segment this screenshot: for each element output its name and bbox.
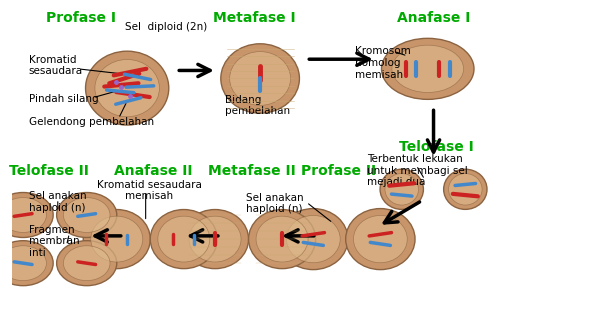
Ellipse shape <box>0 246 47 281</box>
Ellipse shape <box>0 192 53 237</box>
Text: Gelendong pembelahan: Gelendong pembelahan <box>29 117 154 127</box>
Text: Sel anakan
haploid (n): Sel anakan haploid (n) <box>29 191 86 213</box>
Text: Anafase I: Anafase I <box>397 11 470 25</box>
Text: Metafase II: Metafase II <box>207 164 296 178</box>
Ellipse shape <box>95 60 160 117</box>
Ellipse shape <box>57 241 117 286</box>
Text: Telofase I: Telofase I <box>399 140 474 154</box>
Text: Bidang
pembelahan: Bidang pembelahan <box>225 95 291 116</box>
Text: Profase II: Profase II <box>301 164 376 178</box>
Ellipse shape <box>83 210 150 269</box>
Ellipse shape <box>63 198 110 232</box>
Text: Profase I: Profase I <box>46 11 116 25</box>
Text: Fragmen
membran
inti: Fragmen membran inti <box>29 225 80 258</box>
Ellipse shape <box>63 246 110 281</box>
Text: Sel anakan
haploid (n): Sel anakan haploid (n) <box>246 192 303 214</box>
Ellipse shape <box>449 174 482 205</box>
Text: Metafase I: Metafase I <box>213 11 296 25</box>
Ellipse shape <box>385 174 418 205</box>
Ellipse shape <box>158 216 210 262</box>
Ellipse shape <box>353 215 407 263</box>
Text: Kromosom
homolog
memisah: Kromosom homolog memisah <box>356 46 411 80</box>
Ellipse shape <box>86 51 169 125</box>
Ellipse shape <box>444 169 487 209</box>
Ellipse shape <box>221 44 300 113</box>
Text: Terbentuk lekukan
untuk membagi sel
mejadi dua: Terbentuk lekukan untuk membagi sel meja… <box>367 154 468 187</box>
Ellipse shape <box>57 192 117 237</box>
Ellipse shape <box>0 198 47 232</box>
Text: Anafase II: Anafase II <box>114 164 193 178</box>
Text: Telofase II: Telofase II <box>9 164 89 178</box>
Text: Kromatid sesaudara
memisah: Kromatid sesaudara memisah <box>97 180 202 201</box>
Text: Pindah silang: Pindah silang <box>29 94 99 104</box>
Ellipse shape <box>287 215 340 263</box>
Text: Kromatid
sesaudara: Kromatid sesaudara <box>29 55 83 76</box>
Ellipse shape <box>380 169 423 209</box>
Ellipse shape <box>392 45 463 92</box>
Ellipse shape <box>230 52 291 105</box>
Text: Sel  diploid (2n): Sel diploid (2n) <box>125 22 207 32</box>
Ellipse shape <box>91 216 143 262</box>
Ellipse shape <box>181 210 249 269</box>
Ellipse shape <box>278 209 348 270</box>
Ellipse shape <box>150 210 217 269</box>
Ellipse shape <box>0 241 53 286</box>
Ellipse shape <box>189 216 241 262</box>
Ellipse shape <box>249 210 316 269</box>
Ellipse shape <box>382 38 474 99</box>
Ellipse shape <box>256 216 308 262</box>
Ellipse shape <box>346 209 415 270</box>
